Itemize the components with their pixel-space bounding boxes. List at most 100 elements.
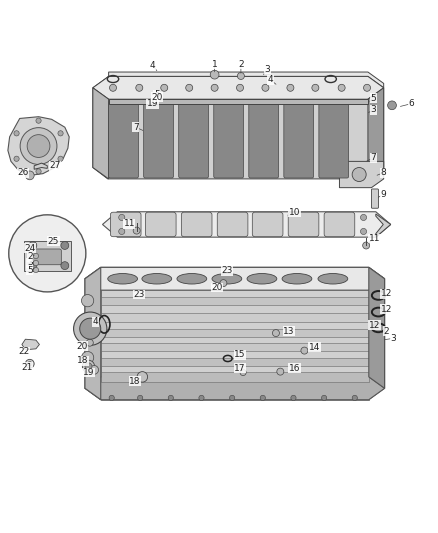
Circle shape: [363, 242, 370, 249]
FancyBboxPatch shape: [214, 101, 244, 178]
Circle shape: [230, 395, 235, 400]
Text: 12: 12: [381, 289, 392, 298]
Text: 11: 11: [124, 219, 135, 228]
Polygon shape: [8, 117, 69, 175]
Circle shape: [272, 329, 279, 336]
Circle shape: [36, 169, 41, 174]
Text: 22: 22: [18, 348, 30, 357]
Circle shape: [352, 395, 357, 400]
Ellipse shape: [318, 273, 348, 284]
Polygon shape: [101, 329, 369, 336]
Circle shape: [260, 395, 265, 400]
Circle shape: [360, 214, 367, 221]
Circle shape: [33, 253, 39, 259]
Circle shape: [61, 241, 69, 249]
Text: 9: 9: [380, 190, 386, 199]
Circle shape: [25, 359, 34, 368]
Text: 16: 16: [289, 364, 300, 373]
Circle shape: [168, 395, 173, 400]
Polygon shape: [102, 212, 391, 237]
Ellipse shape: [212, 273, 242, 284]
Circle shape: [110, 84, 117, 91]
Text: 6: 6: [409, 99, 415, 108]
Circle shape: [14, 131, 19, 136]
Text: 12: 12: [369, 321, 380, 330]
Polygon shape: [93, 88, 109, 179]
Circle shape: [262, 84, 269, 91]
Text: 1: 1: [212, 60, 218, 69]
Circle shape: [119, 214, 125, 221]
Text: 21: 21: [21, 363, 33, 372]
Circle shape: [29, 262, 37, 270]
Ellipse shape: [247, 273, 277, 284]
Circle shape: [211, 84, 218, 91]
Text: 7: 7: [133, 123, 139, 132]
Ellipse shape: [282, 273, 312, 284]
Text: 4: 4: [93, 317, 98, 326]
Circle shape: [186, 84, 193, 91]
FancyBboxPatch shape: [324, 212, 355, 237]
Polygon shape: [85, 268, 101, 400]
Circle shape: [301, 347, 308, 354]
Text: 2: 2: [384, 327, 389, 336]
Circle shape: [85, 363, 92, 370]
Text: 4: 4: [268, 75, 273, 84]
FancyBboxPatch shape: [179, 101, 208, 178]
Text: 11: 11: [369, 234, 380, 243]
Circle shape: [86, 339, 93, 346]
Circle shape: [240, 369, 246, 376]
Polygon shape: [101, 313, 369, 322]
Circle shape: [137, 372, 148, 382]
Polygon shape: [109, 72, 384, 88]
Polygon shape: [101, 290, 369, 400]
FancyBboxPatch shape: [109, 101, 138, 178]
Polygon shape: [85, 268, 385, 290]
Circle shape: [119, 229, 125, 235]
Circle shape: [14, 156, 19, 161]
Text: 20: 20: [151, 93, 162, 102]
Circle shape: [312, 84, 319, 91]
Text: 4: 4: [150, 61, 155, 69]
FancyBboxPatch shape: [145, 212, 176, 237]
Circle shape: [20, 128, 57, 165]
Circle shape: [9, 215, 86, 292]
Circle shape: [161, 84, 168, 91]
Circle shape: [61, 262, 69, 270]
Circle shape: [58, 156, 63, 161]
FancyBboxPatch shape: [110, 212, 141, 237]
Circle shape: [80, 318, 101, 339]
Text: 3: 3: [390, 334, 396, 343]
Circle shape: [321, 395, 327, 400]
Circle shape: [136, 84, 143, 91]
Circle shape: [364, 84, 371, 91]
Ellipse shape: [142, 273, 172, 284]
Polygon shape: [101, 373, 369, 382]
Circle shape: [74, 312, 107, 345]
Polygon shape: [339, 161, 384, 188]
Text: 27: 27: [49, 161, 60, 170]
Circle shape: [29, 241, 37, 249]
Text: 19: 19: [147, 99, 158, 108]
Text: 3: 3: [27, 259, 33, 268]
Text: 5: 5: [154, 90, 160, 99]
Text: 15: 15: [234, 351, 246, 359]
Text: 17: 17: [234, 364, 246, 373]
Text: 23: 23: [221, 266, 233, 276]
Polygon shape: [22, 339, 39, 350]
Text: 19: 19: [83, 368, 94, 377]
Polygon shape: [101, 343, 369, 351]
Text: 24: 24: [24, 244, 35, 253]
Text: 14: 14: [309, 343, 320, 352]
Polygon shape: [24, 241, 71, 271]
Text: 20: 20: [211, 283, 223, 292]
Polygon shape: [93, 76, 384, 99]
Circle shape: [138, 395, 143, 400]
Polygon shape: [101, 297, 369, 305]
Text: 12: 12: [381, 305, 392, 314]
Polygon shape: [109, 99, 368, 104]
Text: 18: 18: [77, 356, 88, 365]
Circle shape: [277, 368, 284, 375]
Circle shape: [237, 84, 244, 91]
Text: 20: 20: [77, 342, 88, 351]
Text: 3: 3: [370, 105, 376, 114]
